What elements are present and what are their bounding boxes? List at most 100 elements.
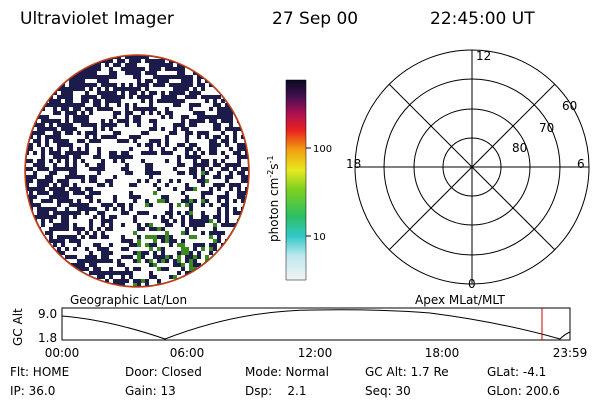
pixel xyxy=(61,175,65,179)
pixel xyxy=(113,231,117,235)
pixel xyxy=(173,215,177,219)
pixel xyxy=(125,79,129,83)
pixel xyxy=(69,135,73,139)
pixel xyxy=(45,279,49,283)
pixel xyxy=(241,139,245,143)
pixel xyxy=(185,267,189,271)
pixel xyxy=(209,163,213,167)
pixel xyxy=(49,183,53,187)
pixel xyxy=(77,179,81,183)
pixel xyxy=(197,183,201,187)
pixel xyxy=(121,115,125,119)
pixel xyxy=(145,271,149,275)
pixel xyxy=(205,71,209,75)
pixel xyxy=(141,167,145,171)
time-label: 00:00 xyxy=(45,346,80,360)
pixel xyxy=(77,223,81,227)
pixel xyxy=(29,163,33,167)
pixel xyxy=(193,127,197,131)
pixel xyxy=(145,115,149,119)
pixel xyxy=(189,275,193,279)
pixel xyxy=(105,287,109,291)
pixel xyxy=(137,255,141,259)
pixel xyxy=(249,155,253,159)
pixel xyxy=(85,87,89,91)
info: IP: 36.0 xyxy=(10,384,55,398)
pixel xyxy=(77,56,81,59)
pixel xyxy=(177,219,181,223)
pixel xyxy=(113,119,117,123)
pixel xyxy=(213,111,217,115)
pixel xyxy=(137,203,141,207)
pixel xyxy=(181,207,185,211)
pixel xyxy=(169,163,173,167)
pixel xyxy=(161,203,165,207)
pixel xyxy=(153,263,157,267)
pixel xyxy=(141,75,145,79)
pixel xyxy=(141,235,145,239)
pixel xyxy=(89,171,93,175)
pixel xyxy=(121,267,125,271)
pixel xyxy=(193,79,197,83)
pixel xyxy=(165,187,169,191)
pixel xyxy=(113,103,117,107)
pixel xyxy=(141,195,145,199)
pixel xyxy=(65,275,69,279)
pixel xyxy=(221,211,225,215)
pixel xyxy=(65,71,69,75)
pixel xyxy=(81,239,85,243)
pixel xyxy=(197,63,201,67)
pixel xyxy=(157,131,161,135)
pixel xyxy=(81,143,85,147)
pixel xyxy=(133,187,137,191)
pixel xyxy=(173,223,177,227)
pixel xyxy=(229,267,233,271)
pixel xyxy=(37,147,41,151)
pixel xyxy=(225,183,229,187)
pixel xyxy=(205,235,209,239)
pixel xyxy=(161,179,165,183)
pixel xyxy=(61,207,65,211)
pixel xyxy=(185,243,189,247)
pixel xyxy=(109,147,113,151)
pixel xyxy=(233,143,237,147)
pixel xyxy=(209,67,213,71)
pixel xyxy=(165,179,169,183)
pixel xyxy=(217,267,221,271)
pixel xyxy=(89,99,93,103)
pixel xyxy=(185,171,189,175)
pixel xyxy=(249,183,253,187)
pixel xyxy=(49,279,53,283)
pixel xyxy=(153,95,157,99)
pixel xyxy=(81,187,85,191)
pixel xyxy=(193,255,197,259)
pixel xyxy=(193,179,197,183)
pixel xyxy=(113,235,117,239)
pixel xyxy=(193,83,197,87)
pixel xyxy=(85,199,89,203)
pixel xyxy=(193,203,197,207)
pixel xyxy=(105,263,109,267)
pixel xyxy=(205,143,209,147)
pixel xyxy=(193,99,197,103)
pixel xyxy=(225,171,229,175)
pixel xyxy=(209,171,213,175)
pixel xyxy=(209,283,213,286)
pixel xyxy=(233,195,237,199)
pixel xyxy=(217,147,221,151)
pixel xyxy=(97,263,101,267)
pixel xyxy=(145,159,149,163)
pixel xyxy=(97,251,101,255)
pixel xyxy=(33,147,37,151)
pixel xyxy=(165,207,169,211)
pixel xyxy=(209,183,213,187)
pixel xyxy=(245,107,248,111)
info: Flt: HOME xyxy=(10,365,69,379)
pixel xyxy=(101,115,105,119)
pixel xyxy=(129,79,133,83)
pixel xyxy=(125,243,129,247)
pixel xyxy=(37,151,41,155)
pixel xyxy=(229,131,233,135)
pixel xyxy=(161,243,165,247)
pixel xyxy=(105,115,109,119)
